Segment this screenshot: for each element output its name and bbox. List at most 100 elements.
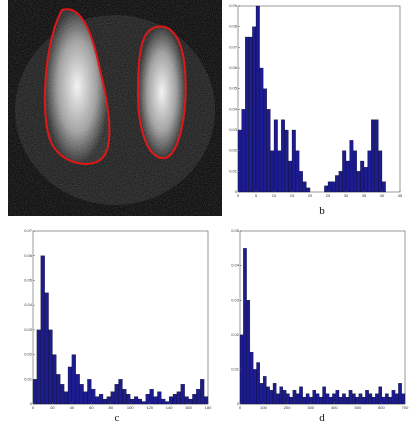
bar <box>262 376 267 405</box>
bar <box>266 386 270 405</box>
bar <box>345 160 350 193</box>
bar <box>243 248 247 405</box>
bar <box>246 300 251 405</box>
bar <box>172 393 178 405</box>
bar <box>282 390 287 405</box>
y-tick-label: 0.03 <box>24 327 33 332</box>
bar <box>374 119 379 193</box>
x-tick-label: 80 <box>109 405 114 410</box>
y-tick-label: 0 <box>30 401 33 406</box>
bar <box>255 5 260 193</box>
panel-caption: d <box>319 412 325 424</box>
x-tick-label: 120 <box>146 405 153 410</box>
bar <box>361 396 366 405</box>
plot-area <box>239 230 406 405</box>
bar <box>385 393 389 405</box>
bar <box>279 386 284 405</box>
bar <box>259 67 264 193</box>
bar <box>277 150 282 193</box>
x-tick-label: 200 <box>284 405 291 410</box>
bar <box>157 391 162 405</box>
bar <box>360 160 365 193</box>
bar <box>342 150 347 193</box>
x-tick-label: 35 <box>362 193 367 198</box>
bar <box>87 379 92 405</box>
bar <box>176 391 181 405</box>
bar <box>91 389 96 405</box>
bar <box>161 398 166 405</box>
y-tick-label: 0.07 <box>229 44 238 49</box>
y-tick-label: 0.04 <box>24 302 33 307</box>
bar <box>272 383 277 405</box>
bar <box>305 393 310 405</box>
bar <box>348 390 353 405</box>
x-tick-label: 300 <box>307 405 314 410</box>
bar <box>325 393 330 405</box>
bar <box>335 175 339 193</box>
x-tick-label: 60 <box>89 405 94 410</box>
bar <box>363 167 368 193</box>
bar <box>102 398 108 405</box>
bar <box>241 109 246 193</box>
x-tick-label: 140 <box>166 405 173 410</box>
bar <box>133 396 139 405</box>
bar <box>130 398 135 405</box>
bar <box>83 391 88 405</box>
bar <box>273 119 278 193</box>
bar <box>95 396 100 405</box>
bar <box>200 379 205 405</box>
bar <box>192 393 197 405</box>
bar <box>79 384 84 405</box>
bar <box>368 393 373 405</box>
y-tick-label: 0.09 <box>229 3 238 8</box>
bar <box>378 150 383 193</box>
bar <box>188 398 193 405</box>
bar <box>270 150 275 193</box>
x-tick-label: 30 <box>344 193 349 198</box>
bar <box>253 369 257 405</box>
bar <box>149 389 154 405</box>
bar <box>356 171 361 193</box>
y-tick-label: 0.01 <box>24 376 33 381</box>
bar <box>248 36 253 193</box>
bar <box>352 393 356 405</box>
y-tick-label: 0.03 <box>229 127 238 132</box>
y-tick-label: 0 <box>235 189 238 194</box>
x-tick-label: 0 <box>239 405 242 410</box>
bar <box>295 393 300 405</box>
bar <box>276 393 280 405</box>
bar <box>165 401 170 405</box>
x-tick-label: 10 <box>272 193 277 198</box>
bar <box>196 389 201 405</box>
bar <box>358 393 363 405</box>
bar <box>203 396 209 405</box>
plot-area <box>32 230 209 405</box>
bar <box>327 181 332 193</box>
bar <box>324 185 329 193</box>
bar <box>375 393 379 405</box>
bar <box>40 255 45 405</box>
y-tick-label: 0.04 <box>231 263 240 268</box>
bar <box>180 384 185 405</box>
bar <box>56 374 61 405</box>
bar <box>338 396 343 405</box>
x-tick-label: 20 <box>308 193 313 198</box>
bar <box>365 390 369 405</box>
x-tick-label: 700 <box>402 405 409 410</box>
bar <box>319 396 323 405</box>
x-tick-label: 100 <box>127 405 134 410</box>
bar <box>245 36 249 193</box>
bar <box>312 390 317 405</box>
bar <box>266 109 271 193</box>
bar <box>67 366 73 405</box>
bar <box>388 396 392 405</box>
x-tick-label: 25 <box>326 193 331 198</box>
y-tick-label: 0.01 <box>229 168 238 173</box>
y-tick-label: 0.02 <box>231 332 240 337</box>
bar <box>371 119 375 193</box>
bar <box>75 374 80 405</box>
bar <box>237 129 242 193</box>
y-tick-label: 0 <box>237 401 240 406</box>
bar <box>252 26 257 193</box>
